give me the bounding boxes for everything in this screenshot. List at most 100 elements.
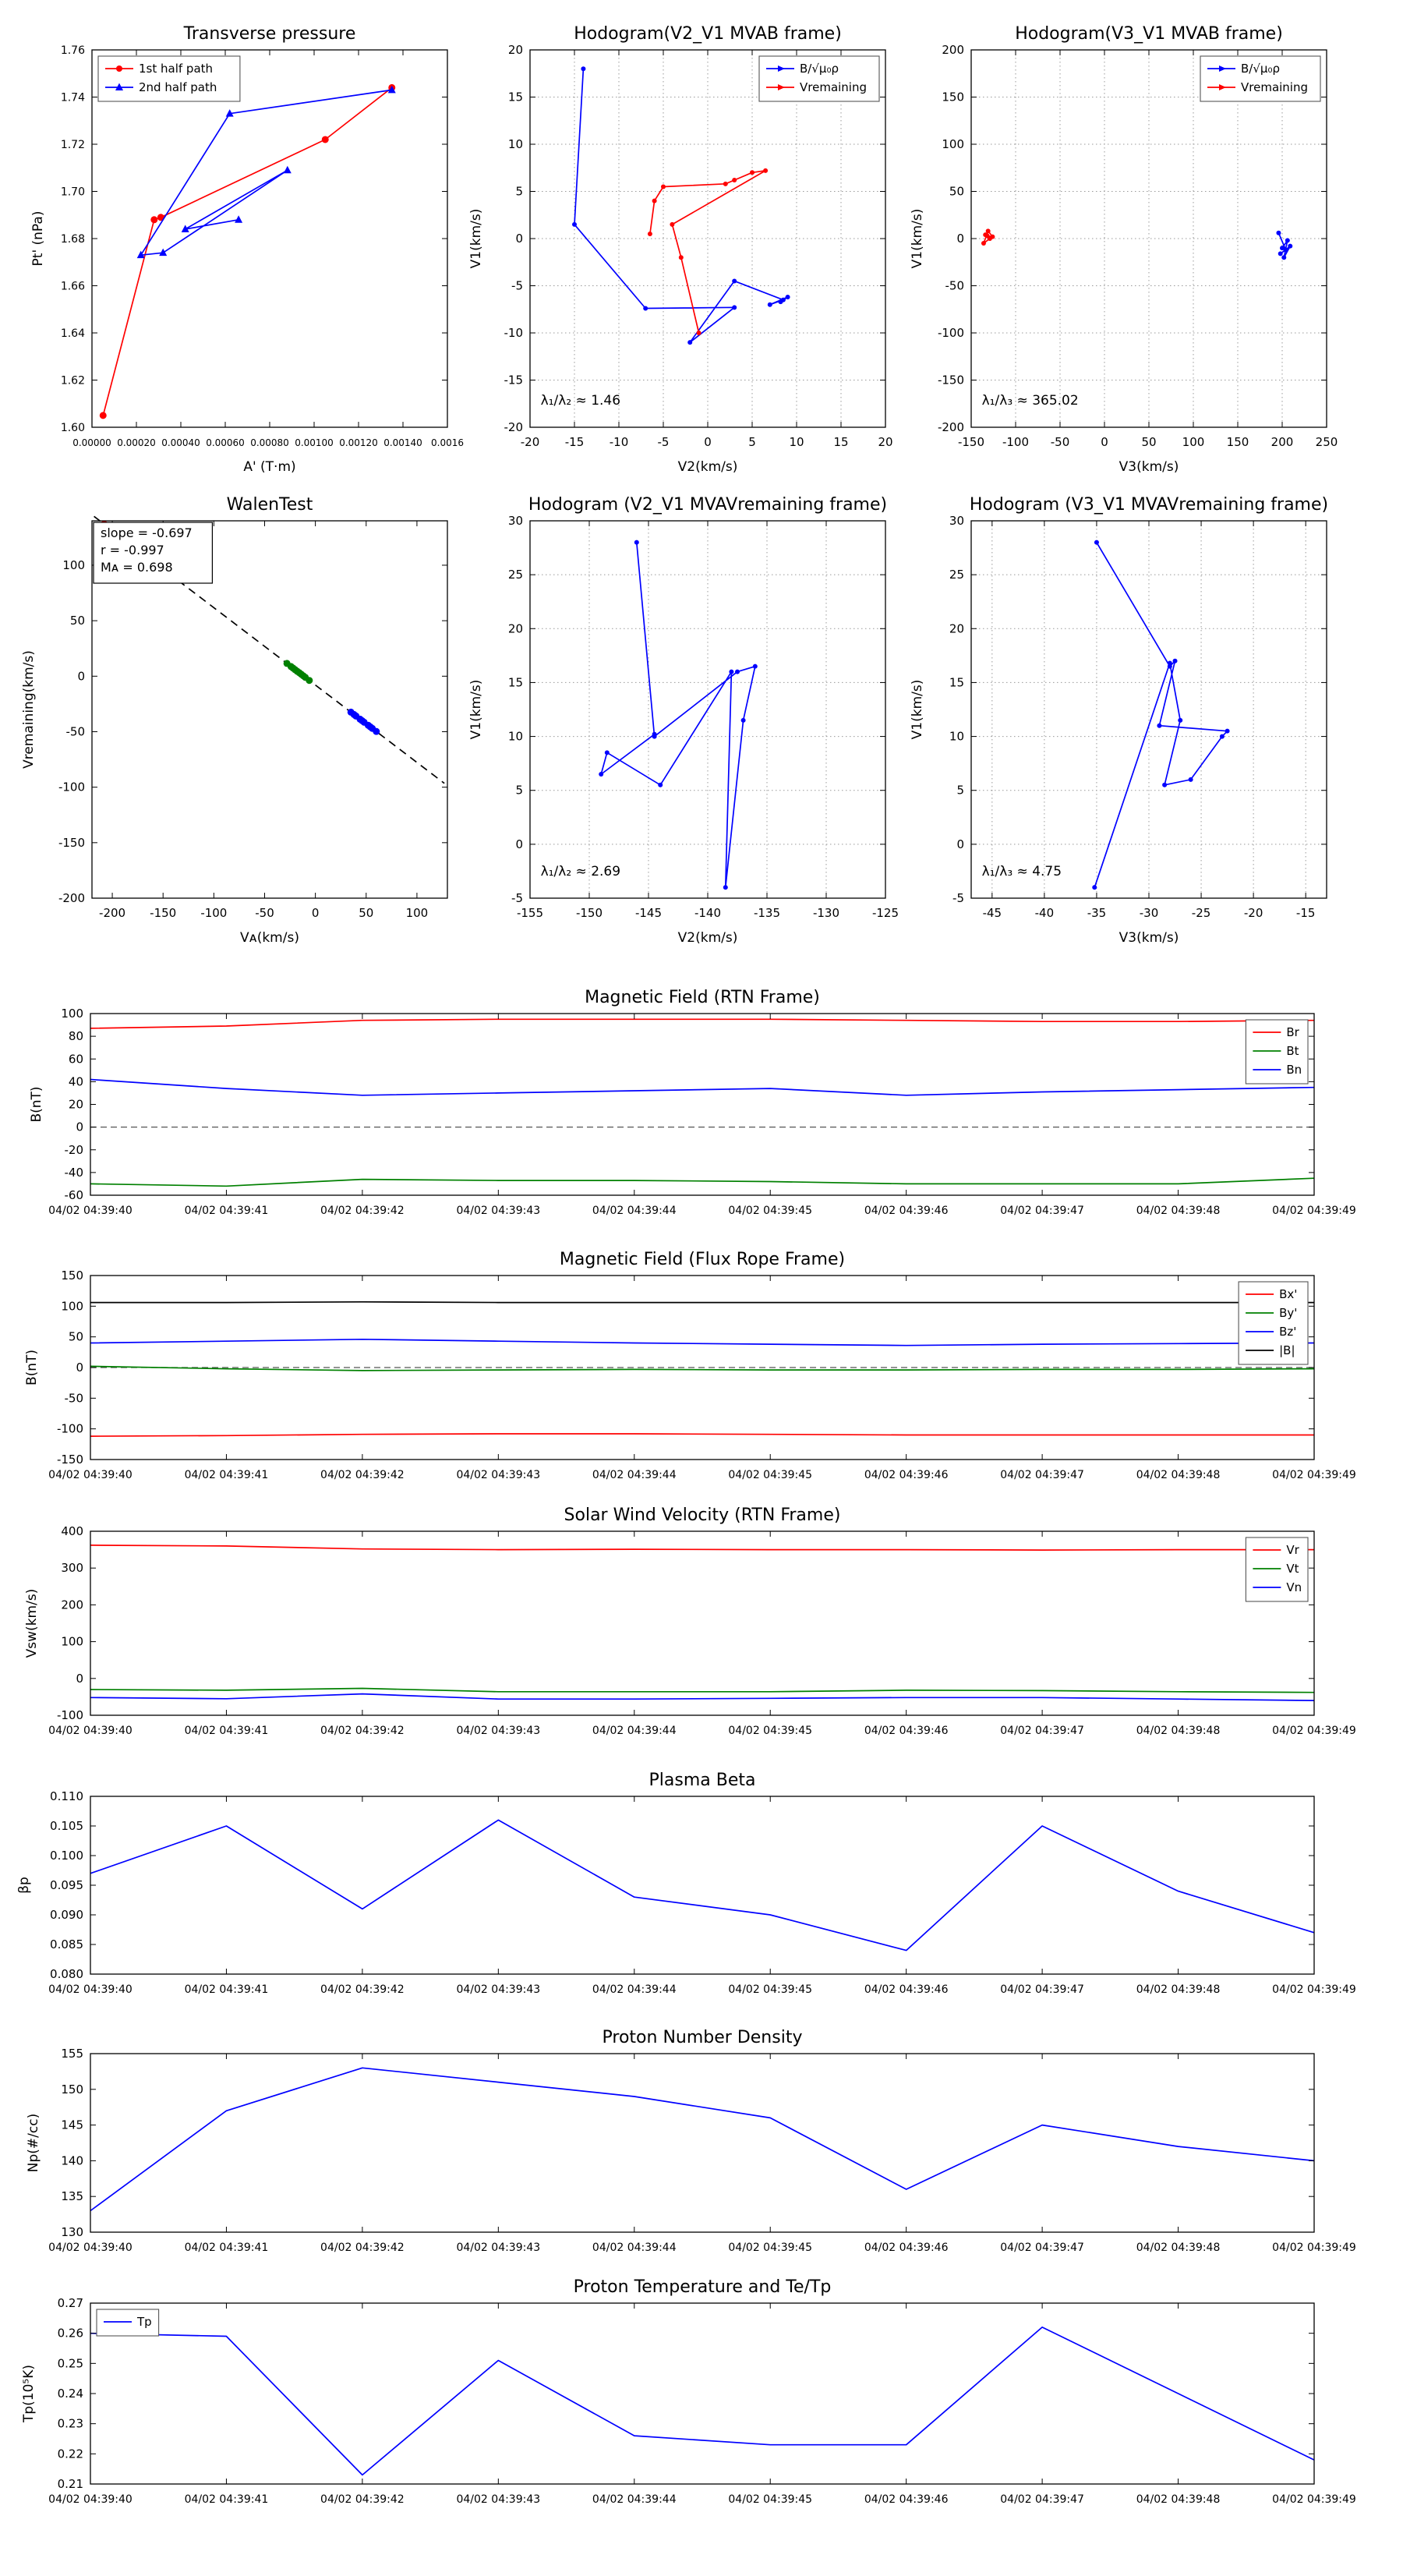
y-tick-label: 5 [515, 784, 523, 798]
x-tick-label: 04/02 04:39:45 [728, 1469, 812, 1481]
y-axis-label: B(nT) [29, 1086, 44, 1122]
marker [729, 669, 734, 674]
x-tick-label: 04/02 04:39:44 [592, 2493, 677, 2506]
chart-title: Magnetic Field (RTN Frame) [585, 988, 820, 1007]
x-tick-label: 04/02 04:39:47 [1000, 2493, 1084, 2506]
x-tick-label: 04/02 04:39:40 [48, 2242, 133, 2254]
x-tick-label: 04/02 04:39:44 [592, 1725, 677, 1737]
x-tick-label: 04/02 04:39:49 [1272, 1983, 1356, 1996]
x-tick-label: 04/02 04:39:45 [728, 1205, 812, 1217]
series-Vt [90, 1687, 1315, 1693]
y-tick-label: 155 [61, 2047, 83, 2061]
y-tick-label: 100 [62, 558, 85, 572]
y-tick-label: -50 [66, 724, 86, 738]
x-tick-label: 04/02 04:39:41 [185, 1983, 269, 1996]
marker [299, 672, 307, 680]
marker [661, 184, 666, 189]
marker [1288, 243, 1293, 249]
marker [225, 109, 234, 117]
legend-box [96, 2309, 160, 2337]
series-V-remaining-path [600, 542, 756, 889]
marker [1157, 723, 1162, 728]
marker [1280, 246, 1285, 251]
y-tick-label: 0.26 [58, 2327, 83, 2341]
series-beta-p [90, 1819, 1315, 1951]
x-tick-label: -50 [255, 906, 274, 920]
y-tick-label: 15 [508, 675, 523, 689]
x-axis-label: V2(km/s) [678, 930, 738, 946]
x-tick-label: 04/02 04:39:49 [1272, 2493, 1356, 2506]
y-axis-label: βp [16, 1877, 32, 1894]
x-axis-label: Vᴀ(km/s) [240, 930, 299, 946]
y-tick-label: 1.76 [61, 44, 85, 57]
y-tick-label: 20 [69, 1098, 83, 1112]
y-tick-label: 0 [956, 837, 964, 851]
x-tick-label: 100 [406, 906, 429, 920]
marker [235, 215, 243, 223]
stats-line: r = -0.997 [101, 543, 164, 557]
x-tick-label: 04/02 04:39:43 [456, 1983, 540, 1996]
y-tick-label: 10 [508, 730, 523, 744]
series-V-remaining-path [1094, 542, 1228, 888]
x-tick-label: 04/02 04:39:46 [864, 2493, 949, 2506]
x-tick-label: 04/02 04:39:45 [728, 1725, 812, 1737]
marker [1219, 734, 1225, 739]
y-tick-label: -100 [57, 1422, 83, 1436]
marker [778, 84, 785, 90]
y-axis-label: Vsw(km/s) [24, 1589, 40, 1658]
x-tick-label: -130 [813, 906, 839, 920]
chart-title: Proton Number Density [603, 2028, 803, 2047]
x-tick-label: -150 [958, 435, 984, 449]
x-tick-label: 04/02 04:39:42 [320, 2493, 405, 2506]
y-tick-label: 300 [61, 1561, 83, 1575]
x-tick-label: 04/02 04:39:46 [864, 1469, 949, 1481]
legend-box [1245, 1537, 1309, 1602]
y-tick-label: 20 [508, 621, 523, 635]
marker [150, 216, 158, 224]
marker [778, 65, 785, 72]
y-tick-label: 10 [949, 730, 964, 744]
x-tick-label: 04/02 04:39:45 [728, 1983, 812, 1996]
x-tick-label: -145 [635, 906, 662, 920]
y-tick-label: 0.080 [50, 1967, 83, 1981]
marker [723, 885, 728, 890]
y-axis-label: Tp(10⁵K) [21, 2365, 37, 2423]
marker [634, 540, 639, 545]
x-tick-label: 04/02 04:39:44 [592, 1205, 677, 1217]
series-Br [90, 1018, 1315, 1029]
y-tick-label: 200 [61, 1598, 83, 1612]
y-tick-label: 0 [77, 669, 85, 683]
y-tick-label: 5 [956, 784, 964, 798]
annotation: λ₁/λ₂ ≈ 2.69 [541, 864, 620, 879]
chart-title: Solar Wind Velocity (RTN Frame) [564, 1506, 841, 1525]
y-tick-label: 150 [61, 2082, 83, 2097]
y-axis-label: V1(km/s) [468, 680, 484, 740]
x-tick-label: 04/02 04:39:40 [48, 1725, 133, 1737]
axes-frame [91, 49, 448, 428]
x-axis-label: V2(km/s) [678, 459, 738, 475]
y-tick-label: 20 [949, 621, 964, 635]
x-tick-label: 150 [1227, 435, 1249, 449]
marker [750, 170, 755, 175]
chart-title: Magnetic Field (Flux Rope Frame) [560, 1250, 845, 1269]
marker [1167, 660, 1172, 666]
y-tick-label: 30 [508, 514, 523, 528]
y-tick-label: -100 [58, 780, 85, 794]
axes-frame [90, 2053, 1315, 2233]
y-axis-label: Np(#/cc) [26, 2114, 41, 2172]
x-tick-label: 04/02 04:39:42 [320, 2242, 405, 2254]
y-tick-label: 100 [61, 1635, 83, 1649]
x-tick-label: 04/02 04:39:47 [1000, 1469, 1084, 1481]
x-tick-label: 04/02 04:39:48 [1136, 1983, 1221, 1996]
y-axis-label: V1(km/s) [910, 209, 925, 269]
marker [752, 663, 758, 669]
y-tick-label: 15 [949, 675, 964, 689]
axes-frame [90, 1530, 1315, 1716]
x-tick-label: -10 [610, 435, 629, 449]
marker [283, 165, 292, 174]
chart-hodogram-v2v1-mvab: -20 -15 -10 -5 0 5 10 15 20 -20 -15 -10 -5 0 5 10 15 20 Ho… [468, 24, 893, 475]
series-By-prime [90, 1365, 1315, 1371]
marker [1162, 782, 1168, 787]
y-tick-label: -150 [938, 373, 964, 387]
marker [732, 177, 737, 182]
